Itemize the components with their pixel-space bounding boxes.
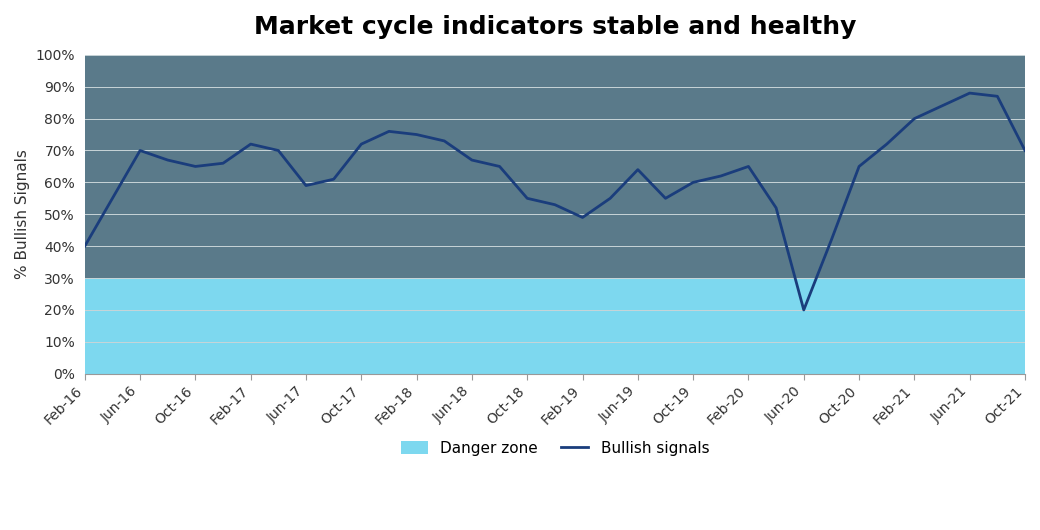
Y-axis label: % Bullish Signals: % Bullish Signals	[15, 149, 30, 279]
Bar	[85, 278, 1025, 374]
Legend: Danger zone, Bullish signals: Danger zone, Bullish signals	[394, 435, 716, 462]
Title: Market cycle indicators stable and healthy: Market cycle indicators stable and healt…	[254, 15, 856, 39]
